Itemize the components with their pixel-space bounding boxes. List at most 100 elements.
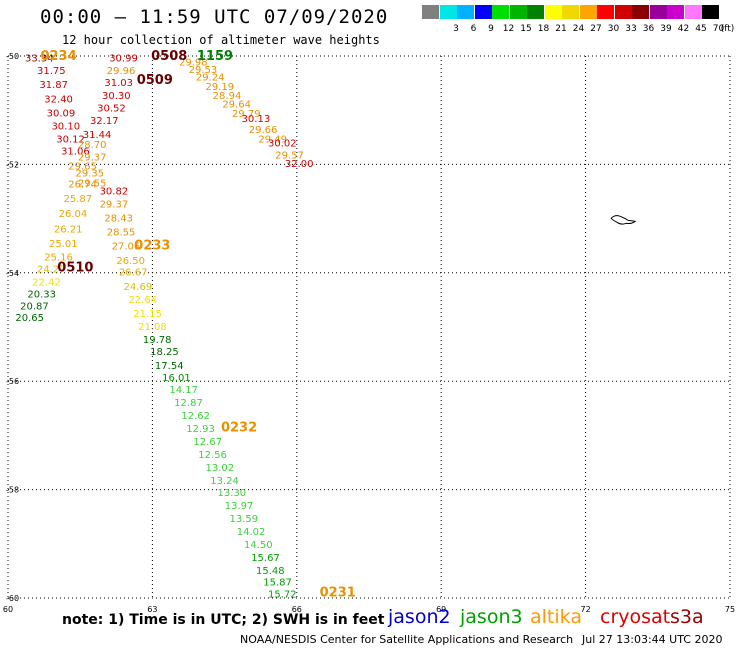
legend-label: 3: [453, 24, 459, 34]
mission-jason2: jason2: [388, 606, 451, 628]
wave-height-value: 20.87: [20, 301, 49, 312]
pass-time-label: 0232: [221, 421, 257, 436]
wave-height-value: 28.55: [107, 228, 136, 239]
wave-height-value: 14.50: [244, 540, 273, 551]
pass-time-label: 0234: [40, 49, 76, 64]
legend-label: 45: [695, 24, 707, 34]
wave-height-value: 24.69: [124, 282, 153, 293]
wave-height-value: 12.62: [181, 411, 210, 422]
wave-height-value: 28.94: [213, 91, 242, 102]
legend-swatch: [579, 5, 597, 19]
pass-time-labels: 0234 0508 1159 0509 0233 0510 0232 0231: [40, 49, 355, 601]
wave-height-value: 15.87: [263, 578, 292, 589]
wave-height-value: 26.50: [116, 256, 145, 267]
legend-label: 15: [520, 24, 532, 34]
legend-label: 33: [625, 24, 637, 34]
legend-swatch: [597, 5, 614, 19]
wave-height-value: 30.13: [242, 114, 271, 125]
latitude-label-0: -50: [6, 52, 19, 61]
wave-height-value: 29.53: [189, 65, 218, 76]
legend-swatch: [649, 5, 667, 19]
legend-label: 30: [607, 24, 620, 34]
pass-time-label: 0231: [320, 585, 356, 600]
wave-height-value: 30.82: [100, 186, 129, 197]
legend-swatch: [684, 5, 702, 19]
wave-height-value: 31.75: [37, 66, 66, 77]
pass-time-label: 0233: [134, 239, 170, 254]
mission-s3a: s3a: [670, 606, 704, 628]
wave-height-value: 31.87: [39, 80, 68, 91]
wave-height-value: 14.17: [169, 385, 198, 396]
wave-height-value: 31.06: [61, 146, 90, 157]
legend-label: 12: [502, 24, 515, 34]
credit-text: NOAA/NESDIS Center for Satellite Applica…: [240, 633, 574, 646]
legend-unit: (ft): [720, 24, 735, 34]
wave-height-value: 12.56: [198, 450, 227, 461]
wave-height-value: 30.52: [97, 103, 126, 114]
mission-jason3: jason3: [460, 606, 523, 628]
pass-time-label: 0510: [57, 260, 93, 275]
wave-height-value: 29.79: [232, 109, 261, 120]
wave-height-value: 26.74: [68, 179, 97, 190]
wave-height-value: 30.30: [102, 91, 131, 102]
wave-height-value: 29.66: [249, 125, 278, 136]
wave-height-value: 28.70: [78, 140, 107, 151]
wave-height-value: 30.12: [56, 134, 85, 145]
wave-height-value: 21.08: [138, 322, 167, 333]
wave-height-value: 31.03: [104, 78, 133, 89]
wave-height-value: 30.10: [51, 121, 80, 132]
pass-time-label: 1159: [197, 49, 233, 64]
wave-height-value: 25.16: [44, 253, 73, 264]
wave-height-value: 31.44: [83, 130, 112, 141]
legend-label: 39: [660, 24, 672, 34]
longitude-label-4: 72: [581, 605, 591, 614]
wave-height-value: 20.65: [15, 313, 44, 324]
wave-height-value: 29.98: [179, 57, 208, 68]
wave-height-value: 29.55: [78, 178, 107, 189]
legend-swatch: [439, 5, 457, 19]
heard-island-coastline: [610, 215, 637, 225]
legend-label: 70: [712, 24, 725, 34]
wave-height-value: 12.87: [174, 398, 203, 409]
wave-height-value: 32.17: [90, 116, 119, 127]
wave-height-value: 17.54: [155, 361, 184, 372]
wave-height-value: 13.02: [205, 463, 234, 474]
longitude-label-3: 69: [436, 605, 446, 614]
wave-height-value: 15.67: [251, 553, 280, 564]
wave-height-value: 29.24: [196, 73, 225, 84]
generated-timestamp: Jul 27 13:03:44 UTC 2020: [582, 633, 723, 646]
legend-swatch: [527, 5, 544, 19]
legend-label: 21: [555, 24, 567, 34]
longitude-labels: 60 63 66 69 72 75: [3, 605, 735, 614]
wave-height-value: 20.33: [27, 289, 56, 300]
wave-height-value: 32.00: [285, 159, 314, 170]
wave-height-value: 15.48: [256, 566, 285, 577]
wave-height-value: 16.01: [162, 373, 191, 384]
wave-height-value: 18.25: [150, 347, 179, 358]
longitude-label-2: 66: [292, 605, 302, 614]
wave-height-value: 29.37: [100, 199, 129, 210]
map-subtitle: 12 hour collection of altimeter wave hei…: [62, 33, 380, 47]
legend-label: 18: [537, 24, 550, 34]
legend-label: 27: [590, 24, 602, 34]
wave-height-value: 29.19: [205, 82, 234, 93]
wave-height-value: 30.09: [47, 108, 76, 119]
legend-swatch: [614, 5, 632, 19]
wave-height-value: 13.59: [230, 514, 259, 525]
latitude-label-5: -60: [6, 594, 19, 603]
wave-height-value: 26.67: [119, 268, 148, 279]
longitude-label-1: 63: [147, 605, 157, 614]
wave-height-value: 12.93: [186, 424, 215, 435]
pass-time-label: 0509: [137, 73, 173, 88]
legend-swatch: [422, 5, 439, 19]
legend-swatch: [474, 5, 492, 19]
longitude-label-5: 75: [725, 605, 735, 614]
wave-height-value: 29.37: [78, 152, 107, 163]
legend-swatch: [562, 5, 579, 19]
legend-swatch: [509, 5, 527, 19]
latitude-label-4: -58: [6, 486, 19, 495]
wave-height-value: 19.78: [143, 335, 172, 346]
legend-swatch: [702, 5, 719, 19]
map-title: 00:00 – 11:59 UTC 07/09/2020: [40, 6, 389, 28]
